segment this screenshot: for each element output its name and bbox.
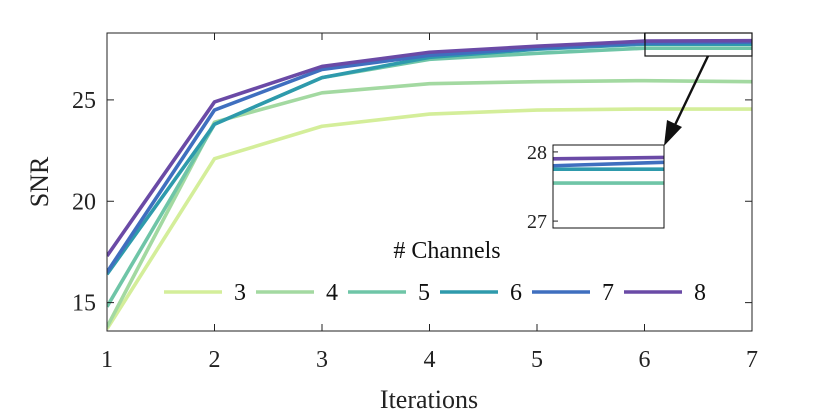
legend-label-5: 5 (418, 280, 430, 306)
zoom-box (644, 32, 753, 57)
inset-frame (552, 144, 665, 229)
zoom-arrow-head (664, 120, 682, 146)
legend-label-8: 8 (694, 280, 706, 306)
inset-series-line-8 (553, 155, 664, 161)
series-line-3 (107, 107, 752, 330)
axes-layer: 1 2 3 4 5 6 7 15 20 25 (72, 33, 758, 373)
x-tick-label: 3 (316, 347, 328, 373)
x-tick-label: 5 (531, 347, 543, 373)
x-tick-label: 6 (639, 347, 651, 373)
y-axis-label: SNR (25, 156, 54, 207)
inset-y-tick-label: 27 (527, 211, 547, 233)
inset-series-layer (553, 155, 664, 185)
zoom-arrow-line (672, 55, 710, 128)
legend-label-6: 6 (510, 280, 522, 306)
y-tick-label: 25 (72, 88, 96, 114)
legend-label-4: 4 (326, 280, 338, 306)
inset-axes-layer: 27 28 (527, 142, 558, 233)
inset-y-tick-label: 28 (527, 142, 547, 164)
x-tick-label: 4 (424, 347, 436, 373)
y-tick-label: 20 (72, 189, 96, 215)
y-tick-label: 15 (72, 291, 96, 317)
legend-label-3: 3 (234, 280, 246, 306)
series-line-4 (107, 78, 752, 328)
legend-label-7: 7 (602, 280, 614, 306)
legend: 3 4 5 6 7 8 (164, 280, 706, 306)
x-axis-label: Iterations (380, 385, 478, 414)
x-tick-label: 1 (101, 347, 113, 373)
inset-series-line-7 (553, 160, 664, 168)
x-tick-label: 2 (209, 347, 221, 373)
x-tick-label: 7 (746, 347, 758, 373)
legend-title: # Channels (393, 238, 500, 264)
